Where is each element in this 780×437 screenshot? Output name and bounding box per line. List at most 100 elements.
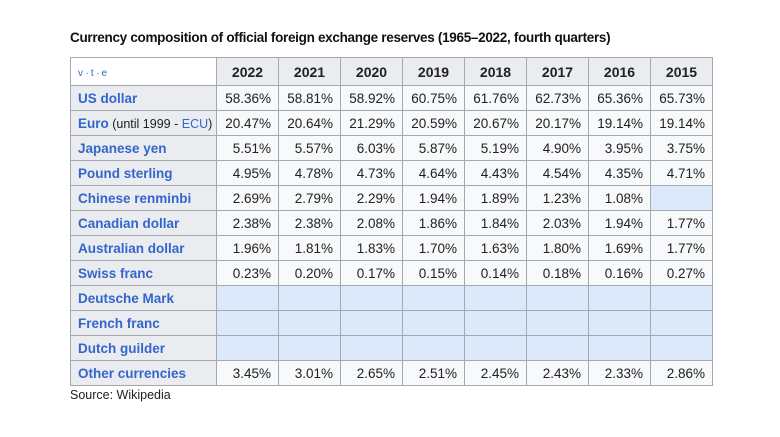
vte-separator: · <box>85 68 89 79</box>
value-cell: 3.95% <box>588 135 651 161</box>
value-cell: 1.83% <box>340 235 403 261</box>
value-cell: 2.43% <box>526 360 589 386</box>
value-cell: 2.79% <box>278 185 341 211</box>
row-label: Other currencies <box>70 360 217 386</box>
currency-reserves-table: v · t · e 2022 2021 2020 2019 2018 2017 2016 2015 U… <box>70 57 713 386</box>
value-cell: 20.67% <box>464 110 527 136</box>
table-row: Japanese yen 5.51% 5.57% 6.03% 5.87% 5.19% 4.9… <box>70 135 713 161</box>
empty-cell <box>464 310 527 336</box>
value-cell: 4.54% <box>526 160 589 186</box>
value-cell: 58.81% <box>278 85 341 111</box>
value-cell: 0.23% <box>216 260 279 286</box>
currency-link[interactable]: Australian dollar <box>78 240 185 256</box>
value-cell: 5.19% <box>464 135 527 161</box>
value-cell: 5.51% <box>216 135 279 161</box>
currency-link[interactable]: Chinese renminbi <box>78 190 192 206</box>
year-header-2017: 2017 <box>526 57 589 86</box>
value-cell: 20.59% <box>402 110 465 136</box>
empty-cell <box>278 335 341 361</box>
value-cell: 58.92% <box>340 85 403 111</box>
value-cell: 20.64% <box>278 110 341 136</box>
empty-cell <box>588 335 651 361</box>
value-cell: 1.69% <box>588 235 651 261</box>
value-cell: 0.20% <box>278 260 341 286</box>
value-cell: 3.75% <box>650 135 713 161</box>
value-cell: 20.17% <box>526 110 589 136</box>
table-title: Currency composition of official foreign… <box>70 30 611 45</box>
empty-cell <box>402 310 465 336</box>
value-cell: 5.87% <box>402 135 465 161</box>
empty-cell <box>340 310 403 336</box>
row-label: French franc <box>70 310 217 336</box>
empty-cell <box>526 310 589 336</box>
value-cell: 0.16% <box>588 260 651 286</box>
vte-link-v[interactable]: v <box>78 68 84 79</box>
currency-link[interactable]: Pound sterling <box>78 165 173 181</box>
value-cell: 4.35% <box>588 160 651 186</box>
empty-cell <box>278 285 341 311</box>
ecu-link[interactable]: ECU <box>181 116 209 131</box>
table-row: Swiss franc 0.23% 0.20% 0.17% 0.15% 0.14% 0.18… <box>70 260 713 286</box>
currency-link[interactable]: Japanese yen <box>78 140 167 156</box>
value-cell: 1.70% <box>402 235 465 261</box>
vte-nav: v · t · e <box>70 57 217 86</box>
header-row: v · t · e 2022 2021 2020 2019 2018 2017 2016 2015 <box>70 57 713 86</box>
currency-link[interactable]: Other currencies <box>78 365 187 381</box>
empty-cell <box>464 285 527 311</box>
value-cell: 1.94% <box>588 210 651 236</box>
value-cell: 6.03% <box>340 135 403 161</box>
table-row: Pound sterling 4.95% 4.78% 4.73% 4.64% 4.43% 4… <box>70 160 713 186</box>
empty-cell <box>216 285 279 311</box>
value-cell: 2.86% <box>650 360 713 386</box>
table-row: Other currencies 3.45% 3.01% 2.65% 2.51% 2.45… <box>70 360 713 386</box>
currency-link[interactable]: Euro <box>78 115 109 131</box>
value-cell: 4.78% <box>278 160 341 186</box>
row-label: Dutch guilder <box>70 335 217 361</box>
empty-cell <box>402 335 465 361</box>
table-row: Euro (until 1999 - ECU) 20.47% 20.64% 21.29… <box>70 110 713 136</box>
currency-link[interactable]: French franc <box>78 315 160 331</box>
currency-link[interactable]: Canadian dollar <box>78 215 180 231</box>
value-cell: 1.84% <box>464 210 527 236</box>
empty-cell <box>650 310 713 336</box>
value-cell: 4.90% <box>526 135 589 161</box>
value-cell: 3.45% <box>216 360 279 386</box>
table-row: Canadian dollar 2.38% 2.38% 2.08% 1.86% 1.84%… <box>70 210 713 236</box>
value-cell: 3.01% <box>278 360 341 386</box>
vte-link-e[interactable]: e <box>101 68 108 79</box>
table-row: Dutch guilder <box>70 335 713 361</box>
value-cell: 2.38% <box>278 210 341 236</box>
empty-cell <box>650 335 713 361</box>
row-label: Canadian dollar <box>70 210 217 236</box>
value-cell: 4.95% <box>216 160 279 186</box>
value-cell: 4.64% <box>402 160 465 186</box>
value-cell: 58.36% <box>216 85 279 111</box>
value-cell: 1.77% <box>650 235 713 261</box>
value-cell: 0.17% <box>340 260 403 286</box>
year-header-2015: 2015 <box>650 57 713 86</box>
row-label: Australian dollar <box>70 235 217 261</box>
value-cell: 62.73% <box>526 85 589 111</box>
empty-cell <box>402 285 465 311</box>
row-label: Euro (until 1999 - ECU) <box>70 110 217 136</box>
table-row: Australian dollar 1.96% 1.81% 1.83% 1.70% 1.6… <box>70 235 713 261</box>
currency-link[interactable]: Deutsche Mark <box>78 290 175 306</box>
year-header-2020: 2020 <box>340 57 403 86</box>
value-cell: 19.14% <box>650 110 713 136</box>
value-cell: 2.45% <box>464 360 527 386</box>
source-caption: Source: Wikipedia <box>70 388 171 402</box>
year-header-2022: 2022 <box>216 57 279 86</box>
currency-link[interactable]: Dutch guilder <box>78 340 165 356</box>
value-cell: 2.29% <box>340 185 403 211</box>
empty-cell <box>526 285 589 311</box>
empty-cell <box>650 285 713 311</box>
empty-cell <box>216 335 279 361</box>
row-label: Pound sterling <box>70 160 217 186</box>
value-cell: 1.80% <box>526 235 589 261</box>
currency-link[interactable]: US dollar <box>78 90 138 106</box>
currency-link[interactable]: Swiss franc <box>78 265 154 281</box>
vte-link-t[interactable]: t <box>90 68 95 79</box>
year-header-2016: 2016 <box>588 57 651 86</box>
empty-cell <box>464 335 527 361</box>
value-cell: 20.47% <box>216 110 279 136</box>
